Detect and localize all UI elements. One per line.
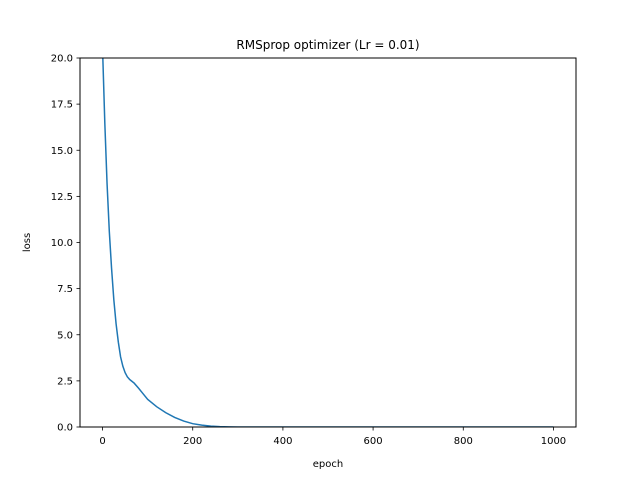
y-tick-label: 15.0 [51, 146, 73, 157]
y-tick-label: 5.0 [57, 330, 73, 341]
x-tick-label: 400 [273, 436, 292, 447]
y-axis-label: loss [22, 233, 33, 252]
y-tick-label: 17.5 [51, 100, 73, 111]
y-tick-label: 12.5 [51, 192, 73, 203]
y-tick-label: 0.0 [57, 423, 73, 434]
chart-title: RMSprop optimizer (Lr = 0.01) [236, 38, 419, 52]
x-tick-label: 800 [454, 436, 473, 447]
x-axis-label: epoch [313, 459, 343, 470]
y-tick-label: 2.5 [57, 376, 73, 387]
y-axis: 0.0 2.5 5.0 7.5 10.0 12.5 15.0 17.5 20.0 [51, 54, 80, 434]
loss-series-line [102, 58, 554, 427]
y-tick-label: 7.5 [57, 284, 73, 295]
series-layer [102, 58, 554, 427]
y-tick-label: 20.0 [51, 54, 73, 65]
x-tick-label: 1000 [541, 436, 566, 447]
y-tick-label: 10.0 [51, 238, 73, 249]
x-axis: 0 200 400 600 800 1000 [99, 427, 566, 447]
x-tick-label: 0 [99, 436, 105, 447]
x-tick-label: 600 [364, 436, 383, 447]
x-tick-label: 200 [183, 436, 202, 447]
